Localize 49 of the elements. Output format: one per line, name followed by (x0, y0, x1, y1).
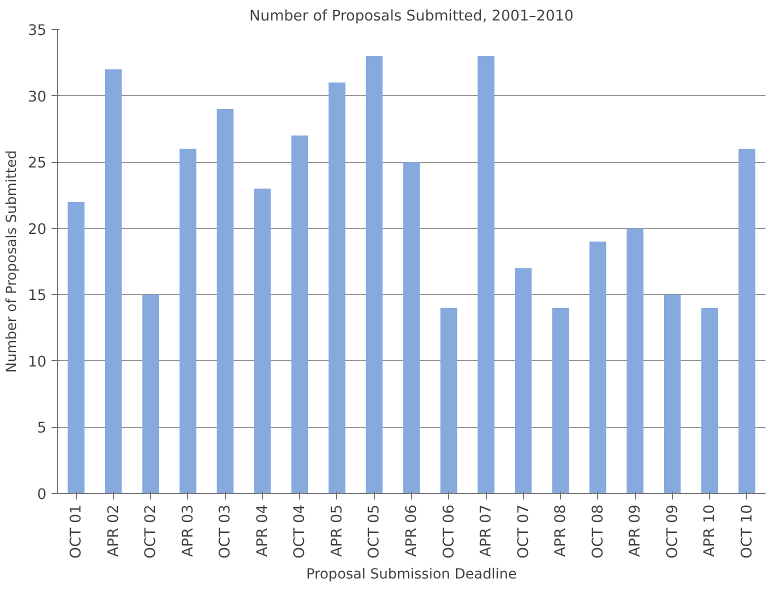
x-tick-label: OCT 08 (589, 504, 606, 559)
x-tick-label: OCT 06 (440, 504, 458, 559)
x-tick-label: APR 06 (403, 504, 420, 557)
bar (291, 136, 308, 494)
bar (552, 308, 569, 494)
x-tick-label: APR 07 (478, 504, 495, 557)
x-tick-label: OCT 07 (514, 504, 532, 559)
bar (403, 162, 420, 494)
chart-title: Number of Proposals Submitted, 2001–2010 (249, 8, 574, 24)
bar (328, 82, 346, 494)
x-tick-label: APR 05 (328, 504, 346, 557)
bar (68, 202, 85, 494)
bar (142, 294, 160, 494)
x-tick-label: OCT 05 (366, 504, 383, 559)
x-tick-label: APR 03 (179, 504, 196, 557)
bar (738, 148, 756, 494)
y-tick-label: 25 (28, 154, 47, 172)
y-tick-label: 10 (28, 353, 47, 370)
y-tick-label: 5 (37, 420, 47, 437)
x-tick-label: OCT 02 (142, 504, 160, 559)
x-tick-label: APR 08 (552, 504, 570, 557)
bar (180, 148, 196, 494)
x-tick-label: OCT 04 (291, 504, 308, 559)
bar (626, 228, 644, 494)
x-tick-label: APR 10 (701, 504, 718, 557)
bar (701, 308, 718, 494)
y-tick-label: 30 (28, 88, 47, 106)
bar (589, 242, 606, 494)
bar (664, 294, 681, 494)
x-tick-label: OCT 01 (68, 504, 85, 559)
x-tick-label: APR 02 (104, 504, 122, 557)
bar (514, 268, 532, 494)
x-tick-label: APR 09 (626, 504, 644, 557)
y-tick-label: 0 (37, 486, 47, 503)
x-tick-label: OCT 09 (664, 504, 681, 559)
x-axis-title: Proposal Submission Deadline (306, 566, 517, 583)
x-tick-label: OCT 03 (216, 504, 234, 559)
y-axis-title: Number of Proposals Submitted (4, 150, 20, 373)
bar (105, 69, 122, 494)
bar (254, 188, 271, 494)
bar (366, 56, 383, 494)
bar (440, 308, 458, 494)
y-tick-label: 35 (28, 22, 47, 39)
y-tick-label: 15 (28, 287, 47, 304)
bar (216, 109, 234, 494)
y-tick-label: 20 (28, 220, 47, 238)
x-tick-label: APR 04 (254, 504, 271, 557)
bar (478, 56, 494, 494)
x-tick-label: OCT 10 (738, 504, 756, 559)
